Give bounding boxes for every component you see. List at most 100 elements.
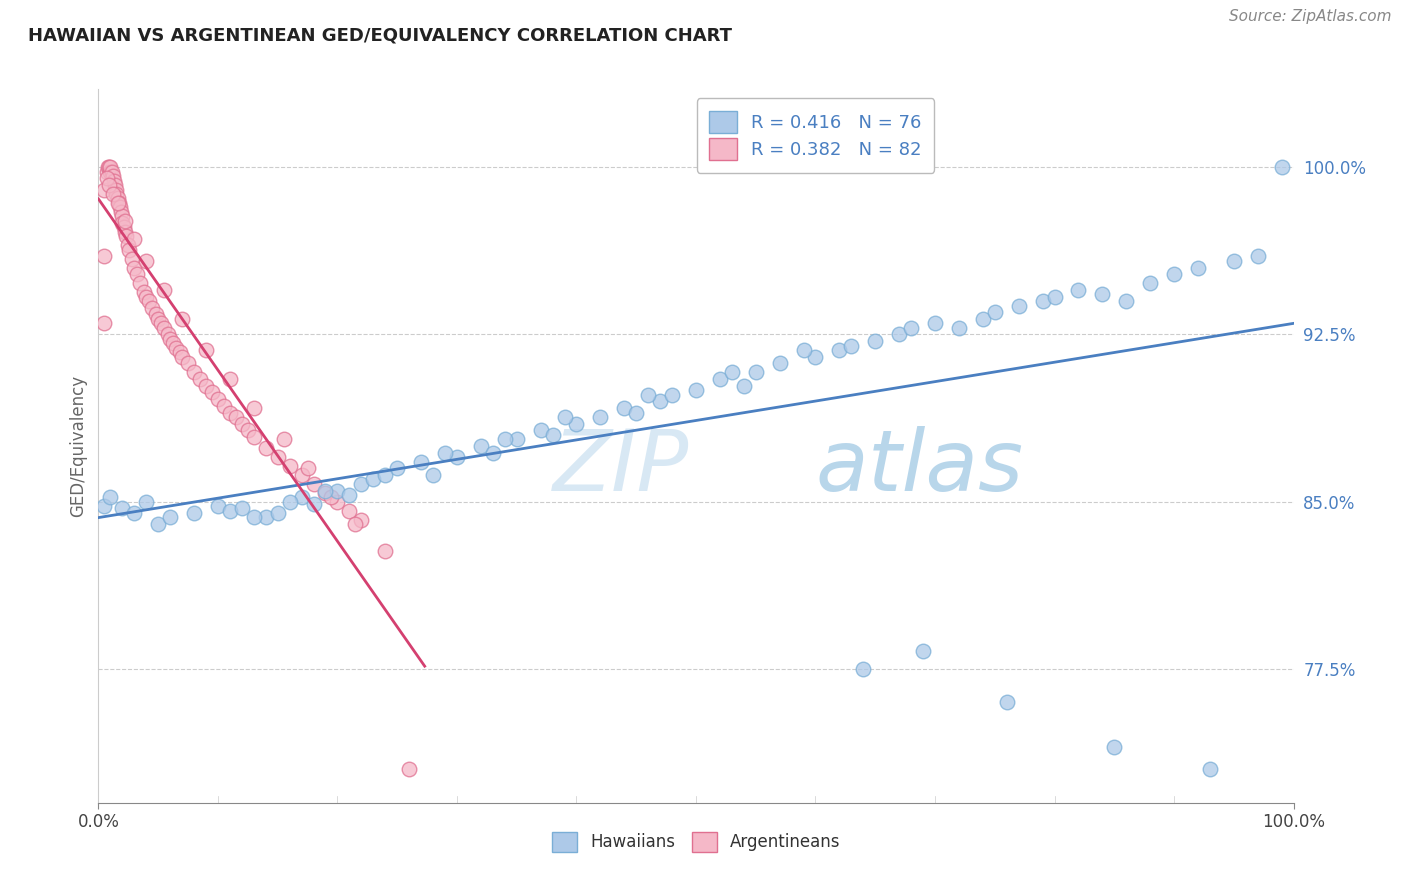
Point — [96, 164, 118, 178]
Point — [231, 417, 253, 431]
Point — [212, 399, 235, 413]
Point — [121, 252, 143, 266]
Point — [481, 445, 505, 459]
Point — [267, 450, 290, 464]
Point — [148, 311, 170, 326]
Point — [201, 385, 224, 400]
Point — [107, 195, 129, 210]
Point — [110, 204, 132, 219]
Point — [541, 427, 564, 442]
Point — [889, 327, 911, 342]
Point — [124, 506, 146, 520]
Point — [278, 494, 301, 508]
Point — [267, 506, 290, 520]
Point — [745, 365, 768, 379]
Legend: Hawaiians, Argentineans: Hawaiians, Argentineans — [546, 825, 846, 859]
Point — [1187, 260, 1209, 275]
Text: ZIP: ZIP — [553, 425, 689, 509]
Point — [721, 365, 744, 379]
Point — [101, 186, 124, 201]
Point — [302, 497, 325, 511]
Point — [911, 644, 934, 658]
Point — [219, 405, 242, 419]
Point — [115, 229, 138, 244]
Point — [225, 409, 247, 424]
Point — [156, 327, 179, 342]
Point — [165, 341, 187, 355]
Point — [159, 332, 181, 346]
Point — [1163, 267, 1185, 281]
Point — [315, 483, 337, 498]
Point — [114, 225, 136, 239]
Point — [169, 345, 191, 359]
Point — [129, 276, 152, 290]
Point — [637, 387, 659, 401]
Point — [219, 503, 242, 517]
Point — [411, 454, 433, 468]
Point — [321, 490, 343, 504]
Point — [100, 164, 122, 178]
Point — [1247, 249, 1270, 263]
Point — [1043, 289, 1066, 303]
Point — [1199, 762, 1222, 776]
Point — [162, 336, 184, 351]
Point — [350, 476, 373, 491]
Point — [243, 401, 266, 415]
Point — [374, 543, 396, 558]
Text: Source: ZipAtlas.com: Source: ZipAtlas.com — [1229, 9, 1392, 24]
Point — [219, 372, 242, 386]
Point — [339, 488, 361, 502]
Point — [195, 378, 218, 392]
Point — [315, 485, 337, 500]
Point — [302, 476, 325, 491]
Point — [105, 182, 128, 196]
Point — [768, 356, 790, 370]
Point — [153, 320, 176, 334]
Point — [145, 307, 167, 321]
Point — [188, 372, 211, 386]
Point — [1067, 283, 1090, 297]
Point — [98, 164, 122, 178]
Point — [326, 494, 349, 508]
Point — [554, 409, 576, 424]
Point — [709, 372, 731, 386]
Point — [344, 516, 367, 531]
Point — [159, 510, 181, 524]
Point — [661, 387, 683, 401]
Point — [101, 169, 124, 183]
Point — [97, 160, 120, 174]
Point — [972, 311, 994, 326]
Point — [297, 461, 319, 475]
Point — [103, 173, 125, 187]
Point — [422, 467, 444, 482]
Point — [530, 423, 553, 437]
Point — [125, 267, 148, 281]
Point — [149, 316, 172, 330]
Point — [93, 182, 115, 196]
Point — [1271, 160, 1294, 174]
Point — [96, 171, 118, 186]
Point — [207, 499, 229, 513]
Point — [117, 238, 139, 252]
Point — [107, 195, 129, 210]
Point — [648, 394, 672, 409]
Point — [385, 461, 409, 475]
Point — [105, 186, 128, 201]
Point — [1104, 739, 1126, 754]
Point — [841, 338, 863, 352]
Point — [135, 253, 157, 268]
Point — [995, 695, 1018, 709]
Point — [793, 343, 815, 357]
Point — [111, 216, 134, 230]
Point — [124, 260, 146, 275]
Point — [98, 490, 122, 504]
Point — [111, 501, 134, 516]
Point — [948, 320, 970, 334]
Point — [1032, 293, 1054, 308]
Point — [93, 249, 115, 263]
Point — [804, 350, 827, 364]
Point — [374, 467, 396, 482]
Point — [924, 316, 946, 330]
Point — [148, 516, 170, 531]
Point — [984, 305, 1007, 319]
